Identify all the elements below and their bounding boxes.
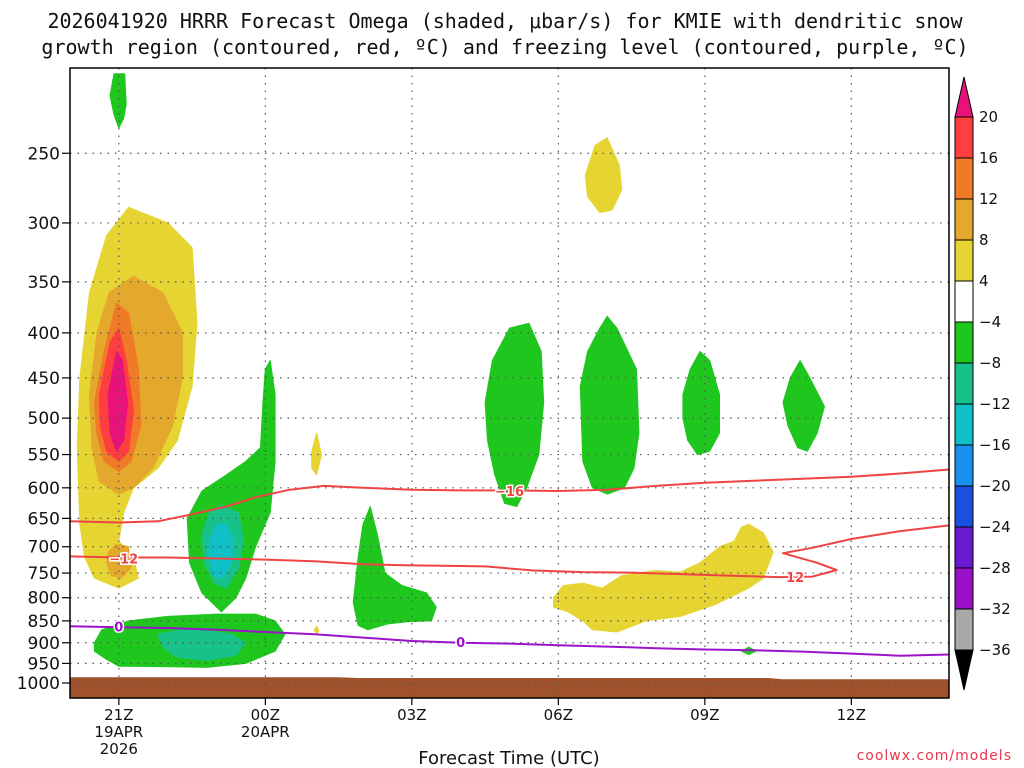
colorbar-label-12: −32 (979, 600, 1011, 618)
colorbar-swatch-5 (954, 321, 974, 364)
y-tick-label-1000: 1000 (17, 674, 60, 694)
colorbar-swatch-12 (954, 608, 974, 651)
colorbar: 20 16 12 8 4 −4 −8 −12 −16 −20 −24 −28 −32 −36 (954, 76, 1011, 691)
colorbar-label-5: −4 (979, 313, 1001, 331)
colorbar-swatch-7 (954, 403, 974, 446)
colorbar-label-0: 20 (979, 108, 998, 126)
omega-region-18 (579, 315, 640, 495)
x-axis-label: Forecast Time (UTC) (418, 748, 599, 768)
x-tick-label-00Z: 00Z (251, 706, 280, 724)
colorbar-swatch-1 (954, 157, 974, 200)
colorbar-swatch-0 (954, 116, 974, 159)
colorbar-swatch-6 (954, 362, 974, 405)
y-tick-label-450: 450 (28, 369, 60, 389)
colorbar-swatch-9 (954, 485, 974, 528)
y-axis: 2503003504004505005506006507007508008509… (17, 144, 70, 694)
y-tick-label-650: 650 (28, 509, 60, 529)
credit-text: coolwx.com/models (857, 748, 1012, 764)
y-tick-label-500: 500 (28, 409, 60, 429)
dgz-contour-1 (69, 524, 950, 579)
chart-title-line2: growth region (contoured, red, ºC) and f… (41, 35, 968, 59)
omega-region-10 (109, 73, 127, 129)
x-tick-label-21Z: 21Z (104, 706, 133, 724)
colorbar-swatch-2 (954, 198, 974, 241)
chart-title-line1: 2026041920 HRRR Forecast Omega (shaded, … (47, 9, 963, 33)
y-tick-label-750: 750 (28, 564, 60, 584)
y-tick-label-350: 350 (28, 273, 60, 293)
colorbar-label-10: −24 (979, 518, 1011, 536)
colorbar-label-7: −12 (979, 395, 1011, 413)
dgz-contour-label-1: −12 (109, 553, 138, 568)
x-tick-date-21Z: 19APR (94, 723, 143, 741)
freezing-level-contour (69, 625, 950, 657)
colorbar-swatch-4 (954, 280, 974, 323)
dgz-contour-label-right: 12 (786, 571, 804, 586)
x-tick-label-06Z: 06Z (544, 706, 573, 724)
colorbar-label-13: −36 (979, 641, 1011, 659)
omega-region-19 (682, 351, 720, 456)
y-tick-label-600: 600 (28, 479, 60, 499)
y-tick-label-700: 700 (28, 538, 60, 558)
y-tick-label-900: 900 (28, 634, 60, 654)
omega-region-17 (484, 322, 545, 507)
x-tick-year-21Z: 2026 (100, 740, 138, 758)
terrain-polygon (70, 677, 949, 698)
y-tick-label-250: 250 (28, 144, 60, 164)
x-tick-label-03Z: 03Z (397, 706, 426, 724)
terrain-fill (70, 677, 949, 698)
contour-lines: −16 −12 12 0 0 (69, 468, 950, 657)
omega-region-9 (584, 137, 623, 214)
colorbar-label-11: −28 (979, 559, 1011, 577)
dgz-contour-label-0: −16 (495, 485, 524, 500)
x-tick-label-09Z: 09Z (690, 706, 719, 724)
omega-region-7 (313, 625, 320, 635)
y-tick-label-300: 300 (28, 214, 60, 234)
colorbar-label-2: 12 (979, 190, 998, 208)
colorbar-label-6: −8 (979, 354, 1001, 372)
x-tick-date-00Z: 20APR (241, 723, 290, 741)
y-tick-label-800: 800 (28, 589, 60, 609)
omega-region-8 (553, 523, 774, 633)
colorbar-label-9: −20 (979, 477, 1011, 495)
freezing-level-label: 0 (456, 636, 465, 651)
colorbar-swatch-11 (954, 567, 974, 610)
x-tick-label-12Z: 12Z (837, 706, 866, 724)
freezing-level-label-left: 0 (114, 620, 123, 635)
chart-gridlines (70, 68, 949, 698)
omega-shading (76, 73, 825, 668)
omega-region-13 (208, 523, 235, 579)
colorbar-swatch-8 (954, 444, 974, 487)
omega-region-4 (107, 351, 129, 452)
colorbar-bottom-arrow (954, 649, 974, 691)
omega-region-15 (157, 629, 247, 661)
omega-region-20 (782, 360, 825, 452)
colorbar-top-arrow (954, 76, 974, 118)
colorbar-swatch-10 (954, 526, 974, 569)
colorbar-swatch-3 (954, 239, 974, 282)
y-tick-label-950: 950 (28, 654, 60, 674)
omega-region-5 (106, 543, 132, 579)
colorbar-label-3: 8 (979, 231, 989, 249)
omega-region-16 (352, 506, 437, 631)
y-tick-label-550: 550 (28, 446, 60, 466)
dgz-contour-0 (69, 468, 950, 524)
y-tick-label-400: 400 (28, 324, 60, 344)
colorbar-label-4: 4 (979, 272, 989, 290)
colorbar-label-1: 16 (979, 149, 998, 167)
y-tick-label-850: 850 (28, 612, 60, 632)
omega-region-6 (311, 432, 322, 476)
plot-frame (69, 67, 950, 699)
colorbar-label-8: −16 (979, 436, 1011, 454)
